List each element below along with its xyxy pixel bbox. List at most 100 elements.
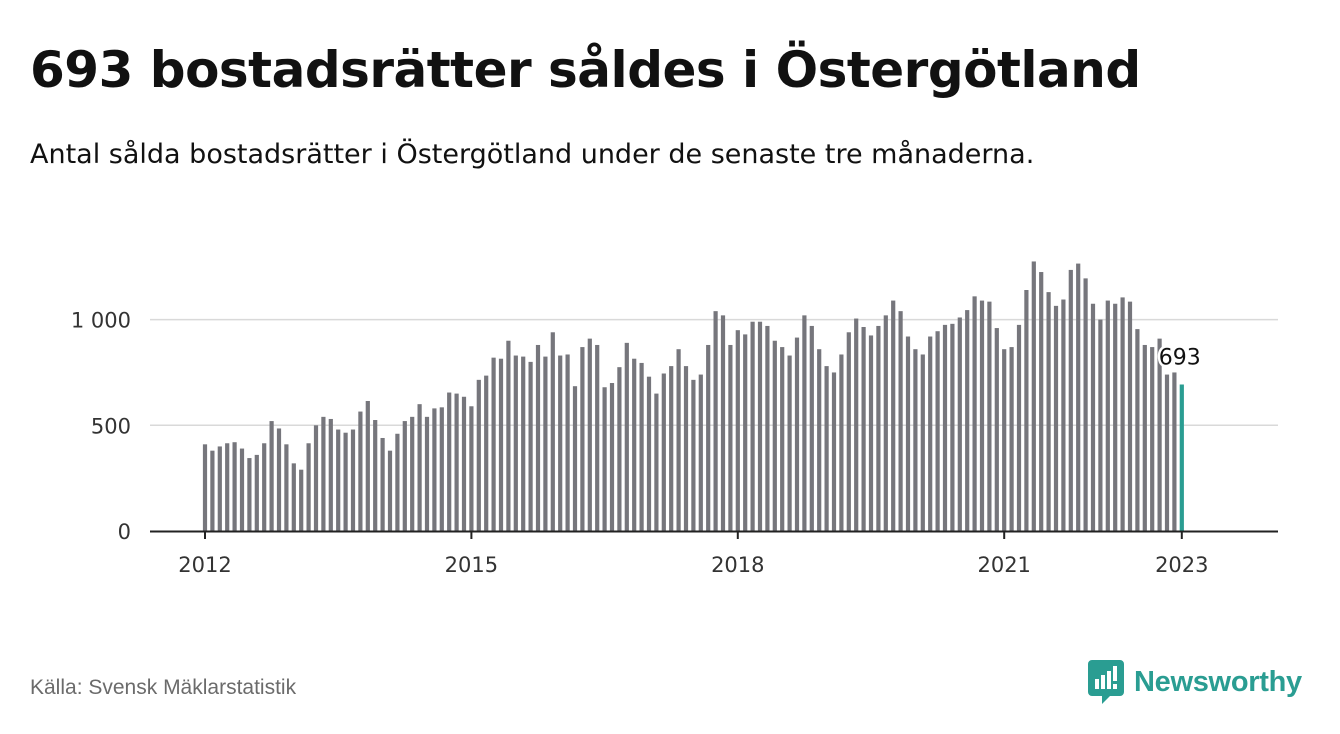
bar — [994, 328, 999, 531]
bar — [1083, 278, 1088, 531]
bar — [365, 400, 370, 531]
bar — [661, 373, 666, 531]
bar — [358, 411, 363, 531]
bar — [1053, 305, 1059, 531]
bar — [1157, 338, 1162, 531]
y-tick-label: 1 000 — [71, 309, 131, 333]
bar — [1068, 269, 1073, 531]
bar — [380, 437, 385, 531]
bar — [498, 358, 504, 531]
bar — [417, 404, 422, 531]
bar — [469, 406, 474, 531]
bar — [794, 337, 800, 531]
bar — [965, 310, 970, 531]
bar — [950, 323, 955, 531]
bar — [824, 366, 829, 531]
bar — [935, 331, 940, 531]
bar — [402, 421, 407, 531]
bar — [1172, 372, 1177, 531]
bar — [1098, 319, 1103, 531]
bar — [321, 416, 326, 531]
highlight-value-label: 693 — [1159, 345, 1201, 370]
bar — [913, 349, 918, 531]
bar — [831, 372, 837, 531]
bar — [543, 356, 548, 531]
bar — [1135, 329, 1140, 531]
x-tick-label: 2023 — [1155, 553, 1208, 577]
bar — [972, 296, 977, 531]
y-axis-ticks: 0 500 1 000 — [71, 309, 131, 544]
bar — [291, 463, 296, 531]
bar — [513, 355, 518, 531]
bar — [558, 355, 563, 531]
bar — [1076, 263, 1081, 531]
bar — [846, 332, 851, 531]
bar — [957, 317, 962, 531]
bar — [1039, 272, 1044, 531]
bar — [1113, 303, 1118, 531]
bar — [484, 375, 489, 531]
chart-title: 693 bostadsrätter såldes i Östergötland — [30, 41, 1141, 99]
source-note: Källa: Svensk Mäklarstatistik — [30, 676, 297, 699]
bar — [528, 361, 533, 531]
x-tick-label: 2018 — [711, 553, 764, 577]
bar — [461, 396, 467, 531]
bar — [720, 315, 726, 531]
bar — [506, 340, 511, 531]
bar — [898, 311, 903, 531]
bar — [602, 387, 607, 531]
bar — [328, 418, 333, 531]
bar — [735, 330, 740, 531]
bar — [683, 366, 689, 531]
bar — [905, 336, 911, 531]
annotations: 693 — [1156, 343, 1203, 373]
bar — [646, 376, 652, 531]
bar — [299, 469, 304, 531]
bar — [447, 392, 452, 531]
bar — [1061, 299, 1066, 531]
bar — [639, 362, 644, 531]
bar — [1164, 374, 1170, 531]
bar — [387, 450, 393, 531]
bar — [979, 300, 985, 531]
bar — [617, 367, 622, 531]
bar — [343, 432, 348, 531]
bar — [1127, 301, 1133, 531]
bar — [239, 448, 245, 531]
bar — [757, 321, 763, 531]
bar — [217, 446, 222, 531]
bar — [839, 354, 844, 531]
x-tick-label: 2015 — [445, 553, 498, 577]
bar — [632, 358, 637, 531]
bar — [691, 379, 696, 531]
bar — [676, 349, 681, 531]
bar — [854, 318, 859, 531]
newsworthy-logo-icon — [1088, 660, 1124, 704]
bar — [728, 344, 733, 531]
bar — [269, 421, 274, 531]
bar — [1002, 349, 1007, 531]
bar — [550, 332, 555, 531]
bar — [743, 334, 748, 531]
bar — [306, 443, 311, 531]
bar — [476, 379, 481, 531]
bar — [1024, 290, 1029, 531]
highlighted-bar — [1179, 384, 1184, 531]
bar — [350, 429, 356, 531]
bar — [809, 325, 814, 531]
bar — [424, 416, 430, 531]
bar — [313, 425, 319, 531]
y-tick-label: 0 — [118, 520, 131, 544]
bar — [565, 354, 570, 531]
bar — [698, 374, 703, 531]
bar — [817, 349, 822, 531]
bar — [609, 383, 615, 531]
bar — [572, 386, 578, 531]
bar — [595, 344, 600, 531]
bar — [1120, 297, 1125, 531]
bar — [654, 393, 659, 531]
bar — [254, 454, 259, 531]
chart-subtitle: Antal sålda bostadsrätter i Östergötland… — [30, 139, 1035, 170]
x-tick-label: 2021 — [977, 553, 1030, 577]
